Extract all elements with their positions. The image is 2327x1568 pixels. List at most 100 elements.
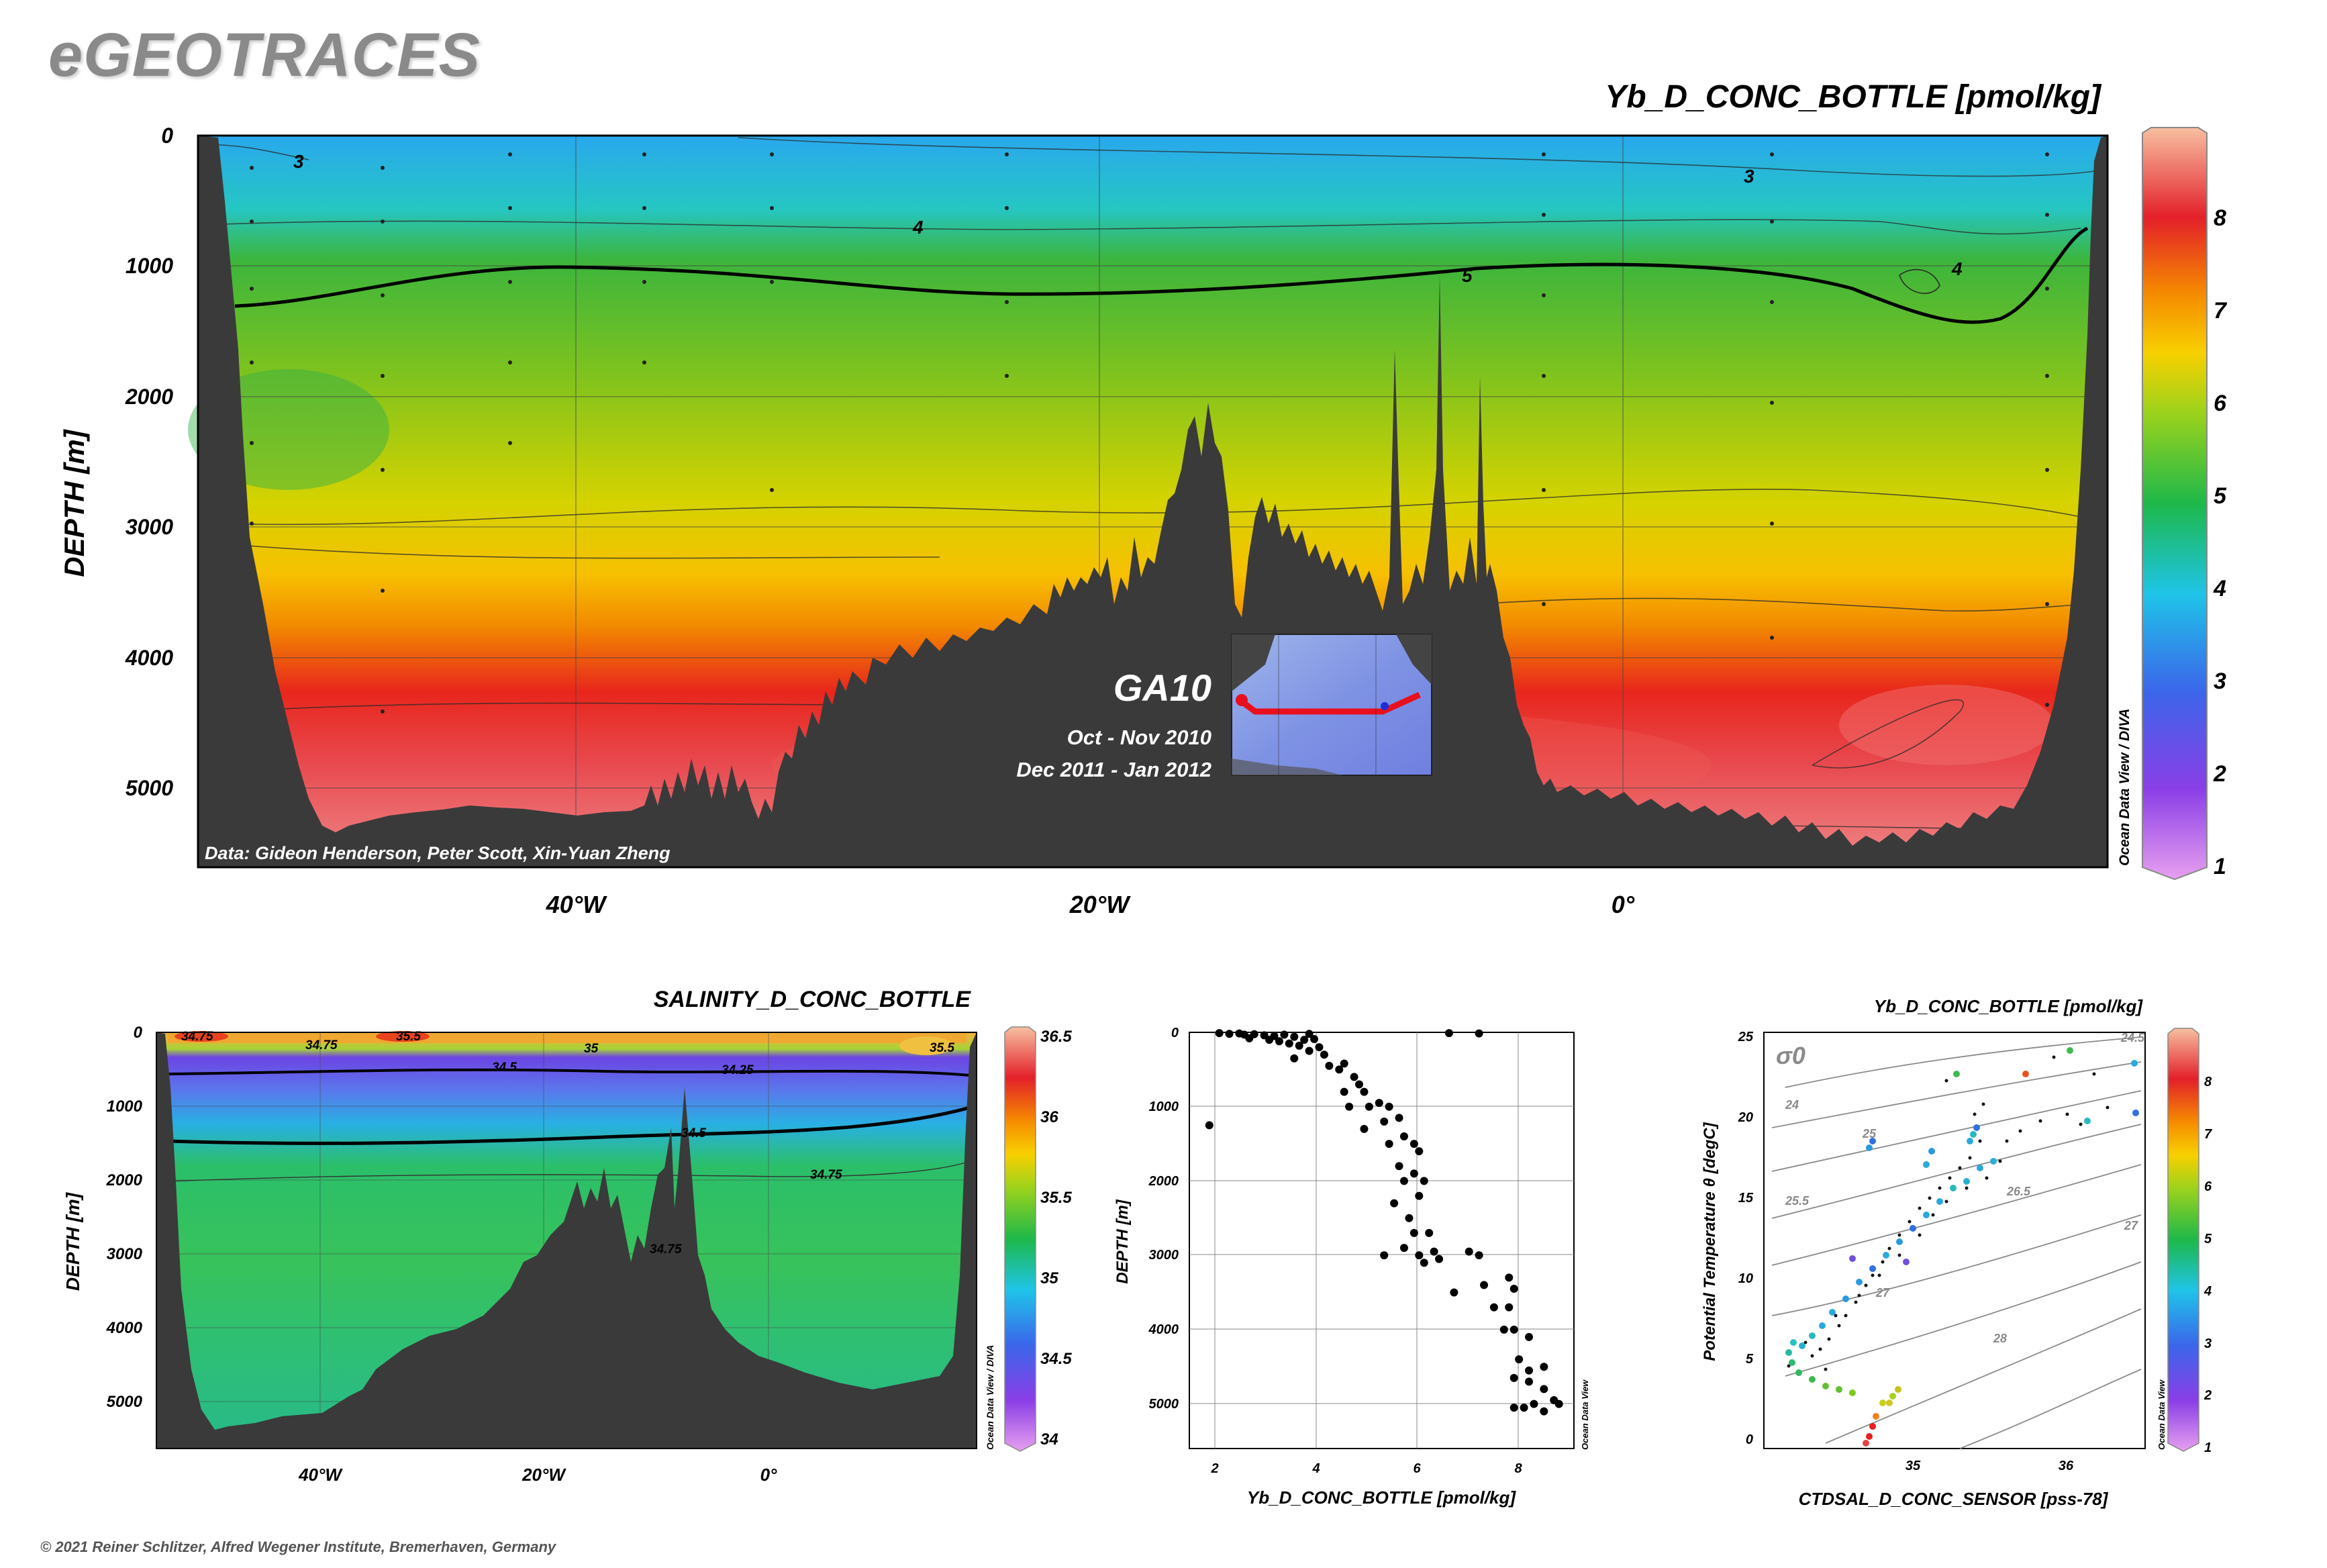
salinity-contour-upper [167,1068,971,1077]
profile-point-58 [1509,1284,1518,1293]
salinity-hot-1 [175,1031,228,1042]
main-y-axis-label: DEPTH [m] [58,428,90,577]
cb3-tick-3: 3 [2204,1336,2212,1351]
profile-x-ticks: 2 4 6 8 [1210,1461,1522,1476]
profile-x-axis-label: Yb_D_CONC_BOTTLE [pmol/kg] [1247,1487,1516,1508]
sal-ytick-4000: 4000 [106,1319,143,1337]
main-y-ticks: 0 1000 2000 3000 4000 5000 [125,124,173,800]
profile-point-47 [1425,1228,1434,1237]
salinity-title: SALINITY_D_CONC_BOTTLE [654,987,972,1012]
profile-point-26 [1360,1087,1369,1096]
profile-point-67 [1525,1366,1534,1375]
prof-ytick-0: 0 [1171,1026,1179,1040]
profile-odv-credit: Ocean Data View [1580,1379,1590,1450]
contour-label-4-central: 4 [912,217,924,238]
contour-5 [234,226,2089,324]
cb1-tick-4: 4 [2213,576,2226,601]
main-xtick-0: 0° [1612,891,1635,918]
cb3-tick-7: 7 [2204,1127,2212,1142]
ts-xtick-35: 35 [1905,1459,1921,1473]
main-odv-credit: Ocean Data View / DIVA [2117,708,2132,866]
sigma-27-east-label: 27 [2124,1219,2138,1232]
sal-label-c: 35 [584,1042,599,1056]
profile-point-16 [1315,1043,1324,1052]
profile-point-7 [1280,1030,1289,1039]
profile-point-59 [1450,1288,1458,1297]
profile-scatter-plot: 0 1000 2000 3000 4000 5000 2 4 6 8 Yb_D_… [1113,1026,1590,1508]
profile-point-72 [1530,1400,1538,1408]
profile-point-28 [1345,1102,1354,1111]
sigma-25-label: 25 [1862,1127,1877,1140]
profile-point-68 [1509,1373,1518,1382]
profile-point-27 [1340,1087,1348,1096]
sal-label-h: 34.75 [650,1242,682,1257]
sal-label-a: 34.75 [181,1030,213,1044]
salinity-surface-band [168,1034,967,1043]
profile-point-23 [1340,1059,1348,1068]
profile-point-73 [1520,1404,1528,1412]
prof-ytick-1000: 1000 [1149,1099,1179,1114]
main-title: Yb_D_CONC_BOTTLE [pmol/kg] [1605,79,2102,115]
main-x-ticks: 40°W 20°W 0° [546,891,1635,918]
main-ytick-4000: 4000 [125,646,173,670]
data-credit: Data: Gideon Henderson, Peter Scott, Xin… [205,843,671,863]
cb2-tick-36: 36 [1040,1108,1058,1126]
profile-point-19 [1320,1050,1328,1059]
main-xtick-20w: 20°W [1069,891,1131,918]
prof-xtick-4: 4 [1311,1461,1320,1476]
main-frame [197,134,2109,869]
egeotraces-logo: eGEOTRACES [48,21,481,89]
cb3-tick-2: 2 [2204,1388,2212,1403]
profile-point-25 [1355,1080,1364,1089]
sal-xtick-40w: 40°W [298,1465,343,1485]
profile-point-57 [1505,1273,1514,1282]
profile-point-11 [1265,1036,1274,1044]
sal-ytick-0: 0 [134,1024,143,1042]
sal-label-g: 34.75 [810,1168,842,1182]
cb1-tick-1: 1 [2214,854,2226,879]
salinity-contour-lower [167,1106,971,1145]
profile-point-49 [1430,1247,1438,1256]
cb1-tick-7: 7 [2214,298,2228,324]
profile-point-0 [1215,1029,1224,1038]
sal-xtick-0: 0° [760,1465,777,1485]
profile-point-60 [1489,1303,1498,1312]
salinity-hot-2 [376,1031,430,1042]
profile-point-79 [1205,1121,1214,1130]
profile-point-24 [1350,1073,1358,1081]
contour-label-3-east: 3 [1744,166,1754,187]
prof-xtick-6: 6 [1413,1461,1421,1476]
ts-ytick-0: 0 [1746,1432,1753,1447]
profile-grid [1189,1032,1574,1449]
sal-ytick-2000: 2000 [106,1171,143,1189]
ts-y-axis-label: Potential Temperature θ [degC] [1701,1122,1719,1361]
profile-point-62 [1509,1325,1518,1334]
profile-point-40 [1409,1169,1418,1178]
sal-ytick-5000: 5000 [107,1393,143,1411]
salinity-colorbar-ticks: 34 34.5 35 35.5 36 36.5 [1040,1028,1072,1449]
cruise-date-2: Dec 2011 - Jan 2012 [1016,758,1211,781]
profile-point-44 [1390,1199,1399,1208]
main-ytick-5000: 5000 [126,776,173,800]
profile-point-15 [1310,1034,1319,1043]
prof-ytick-5000: 5000 [1149,1397,1179,1412]
salinity-contour-labels: 34.75 34.75 35 34.5 34.25 34.5 34.75 34.… [181,1030,954,1257]
cruise-name: GA10 [1113,667,1211,709]
profile-point-77 [1444,1029,1453,1038]
ts-colorbar-ticks: 1 2 3 4 5 6 7 8 [2204,1075,2212,1455]
prof-ytick-2000: 2000 [1148,1174,1179,1189]
main-contour-labels: 3 3 4 4 5 [293,151,1963,286]
ts-ytick-5: 5 [1746,1352,1754,1367]
profile-point-48 [1399,1244,1408,1253]
cruise-track-map [1231,634,1432,776]
main-ytick-1000: 1000 [126,254,173,278]
cb3-tick-1: 1 [2204,1440,2212,1455]
ts-xtick-36: 36 [2059,1459,2074,1473]
ts-colorbar [2167,1028,2199,1452]
prof-xtick-2: 2 [1210,1461,1218,1476]
sigma-24-label: 24 [1785,1098,1799,1112]
salinity-colorbar [1004,1026,1036,1452]
profile-point-66 [1540,1363,1548,1371]
profile-point-17 [1305,1046,1314,1055]
